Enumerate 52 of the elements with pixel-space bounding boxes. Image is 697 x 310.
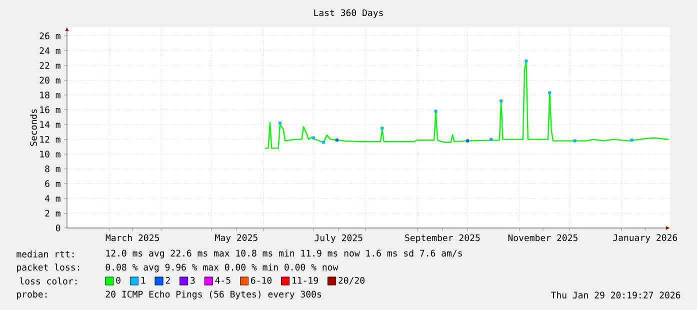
y-axis-title: Seconds	[30, 109, 37, 146]
point	[573, 139, 576, 142]
y-tick-label: 6 m	[45, 180, 60, 188]
y-tick-label: 22 m	[40, 62, 60, 69]
point	[524, 59, 528, 62]
legend-label: 20/20	[338, 276, 364, 284]
x-tick-label: September 2025	[405, 234, 480, 243]
point	[312, 136, 315, 140]
y-tick-label: 12 m	[40, 136, 60, 143]
y-tick-label: 18 m	[40, 92, 60, 98]
point	[380, 126, 384, 130]
point	[335, 138, 338, 142]
legend-label: 11-19	[292, 276, 318, 284]
x-tick-label: May 2025	[215, 234, 258, 243]
point	[434, 110, 438, 113]
text: median rtt:	[16, 250, 74, 258]
text: packet loss:	[17, 264, 80, 272]
x-tick-label: March 2025	[106, 234, 159, 242]
text: 0.08 % avg 9.96 % max 0.00 % min 0.00 % now	[106, 264, 338, 272]
x-tick-label: January 2026	[613, 234, 678, 243]
chart-title: Last 360 Days	[314, 9, 383, 18]
y-tick-label: 10 m	[40, 150, 60, 158]
y-tick-label: 16 m	[40, 106, 60, 114]
line-series	[264, 60, 670, 149]
y-tick-label: 0	[56, 224, 60, 232]
legend-label: 6-10	[251, 276, 272, 284]
point	[490, 138, 493, 141]
point	[500, 99, 503, 102]
text: 20 ICMP Echo Pings (56 Bytes) every 300s	[106, 290, 322, 300]
y-tick-label: 20 m	[40, 76, 60, 84]
legend-title: loss color:	[20, 277, 77, 285]
legend-label: 3	[190, 276, 195, 284]
legend-label: 0	[116, 276, 120, 284]
y-tick-label: 8 m	[45, 165, 60, 172]
y-tick-label: 4 m	[45, 195, 60, 202]
x-tick-label: July 2025	[314, 234, 362, 243]
point	[466, 139, 470, 142]
legend-label: 4-5	[215, 277, 230, 284]
text: Thu Jan 29 20:19:27 2026	[550, 292, 680, 298]
y-tick-label: 26 m	[40, 32, 60, 40]
point	[278, 122, 282, 125]
point	[548, 91, 552, 94]
point	[322, 140, 326, 144]
text: probe:	[17, 290, 47, 300]
y-tick-label: 24 m	[40, 47, 60, 54]
point	[630, 138, 634, 142]
legend-label: 2	[166, 276, 170, 284]
x-tick-label: November 2025	[508, 234, 578, 242]
y-tick-label: 14 m	[40, 121, 60, 128]
legend-label: 1	[141, 277, 146, 284]
text: 12.0 ms avg 22.6 ms max 10.8 ms min 11.9 ms now 1.6 ms sd 7.6 am/s	[106, 250, 462, 258]
y-tick-label: 2 m	[45, 210, 60, 217]
